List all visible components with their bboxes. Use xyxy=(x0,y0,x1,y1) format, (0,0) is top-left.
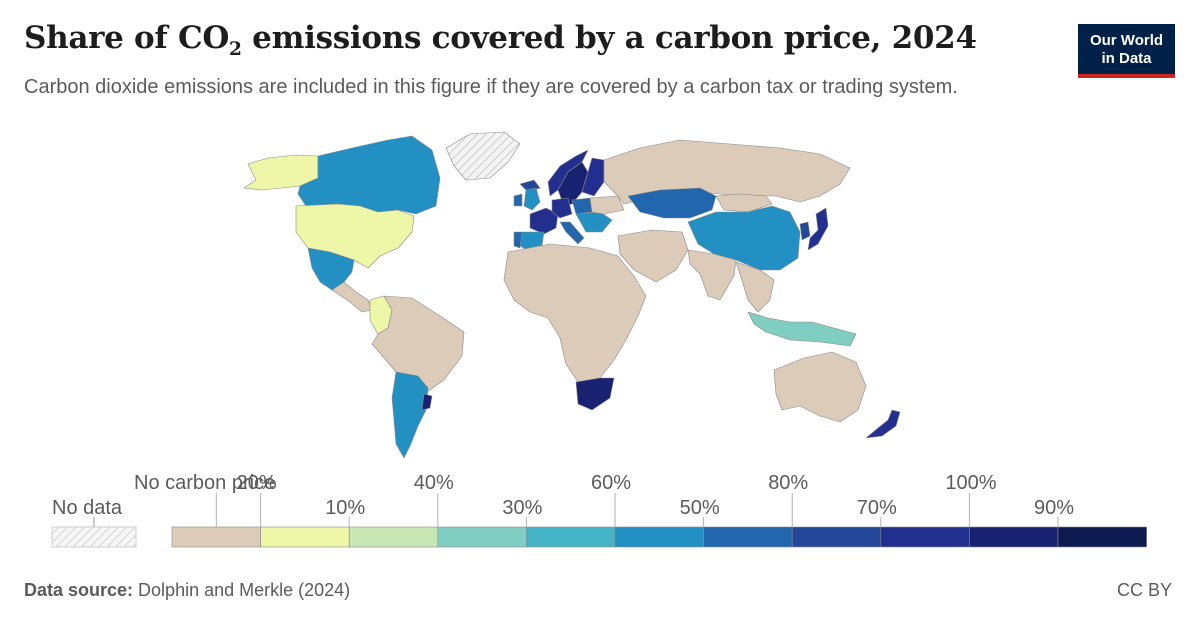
region-portugal[interactable] xyxy=(513,231,523,249)
region-kazakhstan[interactable] xyxy=(627,187,717,219)
region-australia[interactable] xyxy=(773,351,867,423)
data-source: Data source: Dolphin and Merkle (2024) xyxy=(24,580,350,601)
region-france[interactable] xyxy=(529,207,559,235)
region-india[interactable] xyxy=(687,249,737,301)
region-new-zealand[interactable] xyxy=(865,409,901,439)
region-southeast-asia[interactable] xyxy=(735,261,775,313)
region-united-kingdom[interactable] xyxy=(523,187,541,211)
region-japan[interactable] xyxy=(807,207,829,251)
region-russia[interactable] xyxy=(603,139,851,205)
region-greenland[interactable] xyxy=(445,131,521,181)
region-indonesia[interactable] xyxy=(747,311,857,347)
region-south-africa[interactable] xyxy=(575,377,615,411)
title-subscript: 2 xyxy=(229,39,242,61)
region-ukraine[interactable] xyxy=(589,195,625,215)
region-italy[interactable] xyxy=(559,221,585,245)
region-germany[interactable] xyxy=(551,197,573,219)
chart-title: Share of CO2 emissions covered by a carb… xyxy=(24,20,977,60)
source-label: Data source: xyxy=(24,580,134,600)
region-uruguay[interactable] xyxy=(421,393,433,411)
chart-subtitle: Carbon dioxide emissions are included in… xyxy=(24,76,958,98)
region-middle-east[interactable] xyxy=(617,229,689,283)
license[interactable]: CC BY xyxy=(1116,580,1172,600)
source-text[interactable]: Dolphin and Merkle (2024) xyxy=(133,580,351,600)
region-poland[interactable] xyxy=(571,197,593,215)
owid-logo[interactable]: Our World in Data xyxy=(1078,24,1175,78)
title-main: Share of CO xyxy=(24,20,230,56)
logo-line-2: in Data xyxy=(1101,50,1152,67)
region-central-america[interactable] xyxy=(331,281,373,313)
logo-line-1: Our World xyxy=(1089,32,1164,49)
title-rest: emissions covered by a carbon price, 202… xyxy=(241,20,977,56)
region-mongolia[interactable] xyxy=(715,193,773,213)
region-ireland[interactable] xyxy=(513,193,523,207)
region-africa[interactable] xyxy=(503,243,647,383)
region-canada[interactable] xyxy=(297,135,441,215)
region-korea[interactable] xyxy=(799,221,811,241)
region-balkans[interactable] xyxy=(575,211,613,233)
region-argentina[interactable] xyxy=(391,371,429,459)
